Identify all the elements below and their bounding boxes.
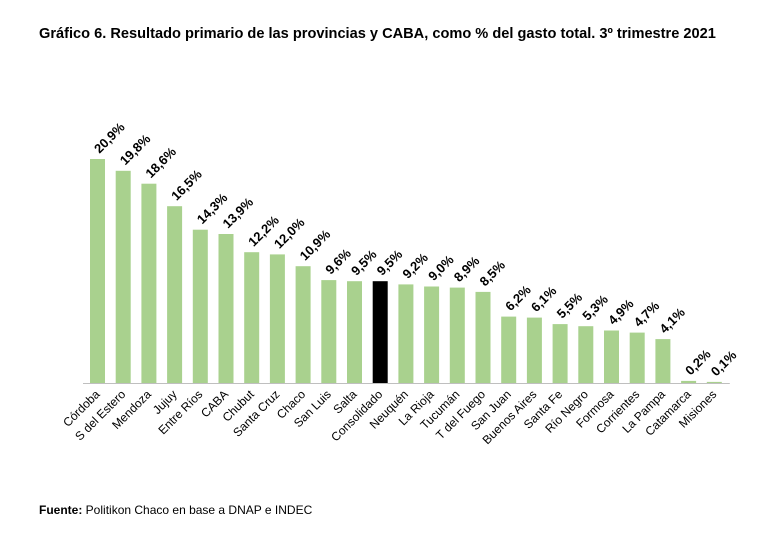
bar-neuquén — [398, 284, 414, 383]
value-label: 6,2% — [502, 282, 534, 314]
chart-title: Gráfico 6. Resultado primario de las pro… — [39, 26, 716, 42]
bar-la-pampa — [655, 339, 671, 383]
bar-san-juan — [501, 316, 517, 383]
bar-santa-fe — [552, 324, 568, 383]
bar-río-negro — [578, 326, 594, 383]
bar-t-del-fuego — [475, 291, 491, 383]
value-label: 9,2% — [399, 250, 431, 282]
bar-entre-ríos — [192, 229, 208, 383]
source-note: Fuente: Politikon Chaco en base a DNAP e… — [39, 503, 312, 517]
bar-corrientes — [629, 332, 645, 383]
value-label: 10,9% — [297, 226, 334, 263]
bar-consolidado — [372, 281, 388, 383]
value-label: 19,8% — [117, 131, 154, 168]
value-label: 9,6% — [322, 245, 354, 277]
source-label: Fuente: — [39, 503, 83, 517]
bar-mendoza — [141, 183, 157, 383]
bar-formosa — [604, 330, 619, 383]
bar-santa-cruz — [269, 254, 285, 383]
value-label: 0,2% — [682, 346, 714, 378]
bar-tucumán — [449, 287, 465, 383]
bar-chubut — [244, 252, 260, 383]
bar-san-luis — [321, 280, 337, 383]
bar-buenos-aires — [526, 317, 542, 383]
value-label: 9,5% — [348, 246, 380, 278]
value-label: 8,5% — [477, 257, 509, 289]
bar-córdoba — [90, 159, 105, 383]
value-label: 16,5% — [168, 166, 205, 203]
bar-misiones — [706, 381, 722, 383]
value-label: 0,1% — [708, 347, 740, 379]
bar-la-rioja — [424, 286, 440, 383]
bar-salta — [347, 281, 362, 383]
value-label: 18,6% — [142, 144, 179, 181]
bar-chaco — [295, 266, 311, 383]
bar-s-del-estero — [115, 170, 131, 383]
value-label: 9,0% — [425, 252, 457, 284]
value-label: 4,9% — [605, 296, 637, 328]
bar-caba — [218, 234, 234, 383]
source-text: Politikon Chaco en base a DNAP e INDEC — [82, 503, 313, 517]
bar-jujuy — [167, 206, 183, 383]
bar-catamarca — [681, 380, 697, 383]
